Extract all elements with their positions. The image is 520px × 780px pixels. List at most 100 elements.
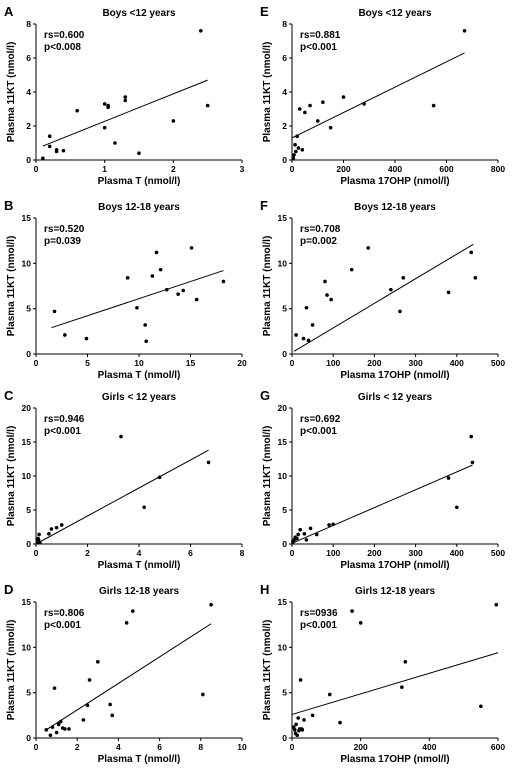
data-point <box>462 29 467 33</box>
y-tick-label: 15 <box>22 213 32 223</box>
data-point <box>300 728 305 732</box>
data-point <box>479 704 483 709</box>
data-point <box>59 523 64 527</box>
data-point <box>221 279 226 284</box>
data-point <box>58 719 63 724</box>
data-point <box>297 107 302 111</box>
x-axis-label: Plasma T (nmol/l) <box>98 754 181 765</box>
data-point <box>389 287 393 292</box>
x-tick-label: 200 <box>367 548 381 558</box>
stat-annotation: p<0.001 <box>300 42 337 53</box>
panel-A: A Boys <12 years 0 1 2 3 0 2 4 6 8 Plasma T (nmol/l… <box>4 4 245 187</box>
data-point <box>52 309 57 314</box>
x-tick-label: 0 <box>290 164 295 174</box>
data-point <box>206 460 211 465</box>
x-tick-label: 200 <box>336 164 350 174</box>
data-point <box>150 274 155 278</box>
data-point <box>49 527 54 531</box>
stat-annotation: rs=0.946 <box>44 414 85 425</box>
y-tick-label: 4 <box>26 87 31 97</box>
data-point <box>54 148 59 152</box>
data-point <box>358 621 363 625</box>
y-tick-label: 0 <box>282 349 287 359</box>
x-tick-label: 0 <box>34 548 39 558</box>
regression-line <box>291 652 499 715</box>
data-point <box>314 532 319 537</box>
data-point <box>142 505 146 510</box>
data-point <box>292 153 296 157</box>
data-point <box>123 98 128 103</box>
data-point <box>131 609 135 613</box>
data-point <box>47 144 52 149</box>
data-point <box>446 290 451 295</box>
data-point <box>321 100 325 104</box>
data-point <box>67 727 71 731</box>
x-tick-label: 0 <box>290 548 295 558</box>
panel-letter: A <box>4 4 14 19</box>
data-point <box>119 434 123 439</box>
x-tick-label: 8 <box>240 548 245 558</box>
y-tick-label: 0 <box>282 539 287 549</box>
y-tick-label: 2 <box>26 121 31 131</box>
y-tick-label: 15 <box>278 213 288 223</box>
x-tick-label: 20 <box>237 358 247 368</box>
x-tick-label: 10 <box>134 358 144 368</box>
data-point <box>85 703 90 708</box>
data-point <box>401 276 406 280</box>
x-tick-label: 4 <box>116 742 121 752</box>
data-point <box>96 660 100 664</box>
y-tick-label: 8 <box>26 19 31 29</box>
data-point <box>171 119 176 123</box>
data-point <box>308 526 313 531</box>
panel-letter: F <box>260 198 268 213</box>
data-point <box>44 728 49 732</box>
x-tick-label: 2 <box>171 164 176 174</box>
x-tick-label: 4 <box>137 548 142 558</box>
x-tick-label: 300 <box>409 548 423 558</box>
data-point <box>61 148 66 153</box>
data-point <box>75 108 79 113</box>
stat-annotation: p=0.039 <box>44 236 81 247</box>
y-tick-label: 0 <box>282 733 287 743</box>
x-tick-label: 600 <box>491 742 505 752</box>
data-point <box>298 527 303 532</box>
data-point <box>302 718 306 722</box>
y-tick-label: 8 <box>282 19 287 29</box>
y-tick-label: 15 <box>278 437 288 447</box>
panel-letter: D <box>4 582 13 597</box>
data-point <box>470 460 475 465</box>
panel-letter: B <box>4 198 13 213</box>
data-point <box>63 333 67 337</box>
x-tick-label: 0 <box>290 358 295 368</box>
data-point <box>455 505 459 510</box>
data-point <box>48 733 53 738</box>
x-tick-label: 0 <box>34 164 39 174</box>
data-point <box>291 725 296 729</box>
stat-annotation: rs=0.806 <box>44 608 85 619</box>
panel-title: Girls 12-18 years <box>99 586 179 597</box>
data-point <box>315 119 320 123</box>
data-point <box>54 525 59 530</box>
data-point <box>189 246 194 250</box>
data-point <box>494 602 499 607</box>
data-point <box>350 609 354 613</box>
y-tick-label: 20 <box>22 403 32 413</box>
data-point <box>84 336 89 341</box>
y-tick-label: 10 <box>22 471 32 481</box>
data-point <box>102 102 107 106</box>
data-point <box>291 156 296 161</box>
panel-title: Boys <12 years <box>102 8 176 19</box>
data-point <box>41 156 45 161</box>
y-tick-label: 6 <box>282 53 287 63</box>
data-point <box>338 720 342 725</box>
data-point <box>154 250 159 255</box>
panel-title: Boys 12-18 years <box>98 202 180 213</box>
x-tick-label: 200 <box>367 358 381 368</box>
x-tick-label: 3 <box>240 164 245 174</box>
data-point <box>36 538 41 542</box>
data-point <box>209 602 213 607</box>
data-point <box>296 146 301 150</box>
stat-annotation: rs=0.692 <box>300 414 341 425</box>
data-point <box>81 718 86 722</box>
data-point <box>205 103 210 108</box>
